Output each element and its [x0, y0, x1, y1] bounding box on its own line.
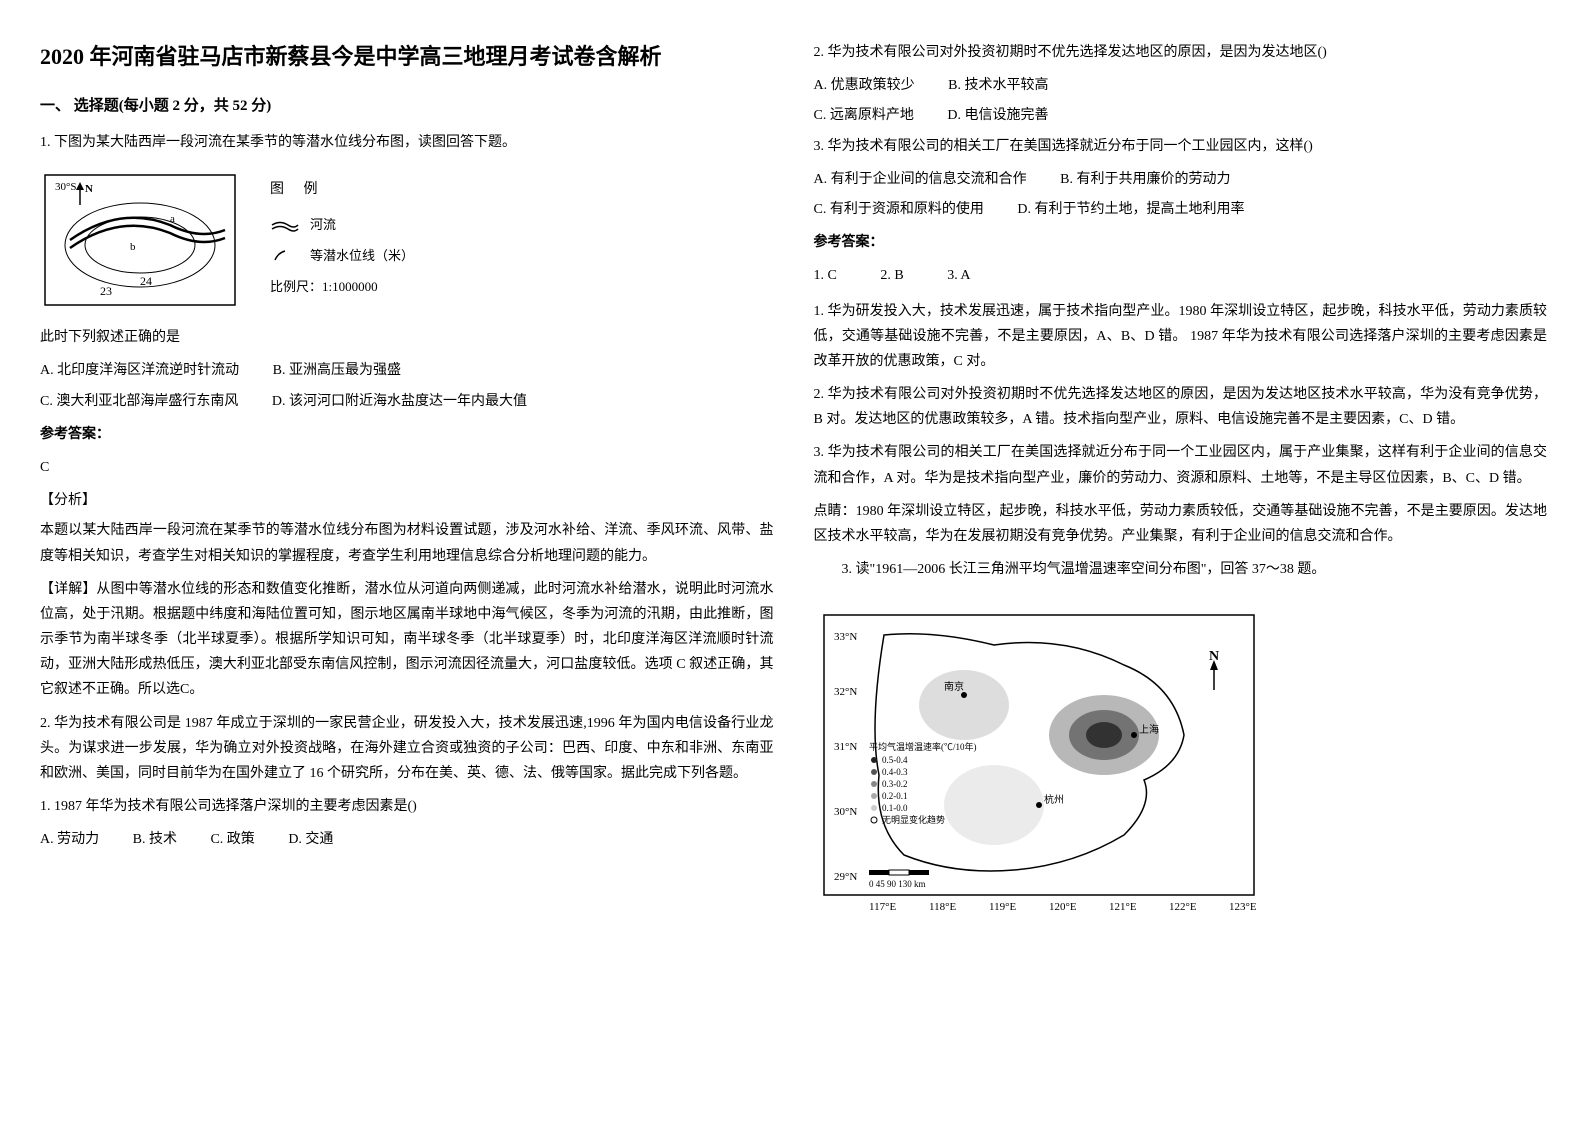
- q1-optB: B. 亚洲高压最为强盛: [273, 358, 401, 383]
- svg-text:上海: 上海: [1139, 723, 1159, 736]
- q1-answer: C: [40, 455, 774, 480]
- right-column: 2. 华为技术有限公司对外投资初期时不优先选择发达地区的原因，是因为发达地区()…: [814, 40, 1548, 940]
- q2-sub2-row1: A. 优惠政策较少 B. 技术水平较高: [814, 73, 1548, 98]
- q2-sub2-optB: B. 技术水平较高: [948, 73, 1048, 98]
- q1-options-row1: A. 北印度洋海区洋流逆时针流动 B. 亚洲高压最为强盛: [40, 358, 774, 383]
- q1-answer-header: 参考答案：: [40, 422, 774, 447]
- q2-sub1: 1. 1987 年华为技术有限公司选择落户深圳的主要考虑因素是(): [40, 794, 774, 819]
- q2-intro: 2. 华为技术有限公司是 1987 年成立于深圳的一家民营企业，研发投入大，技术…: [40, 711, 774, 787]
- q2-sub1-optC: C. 政策: [210, 827, 254, 852]
- q2-sub2-row2: C. 远离原料产地 D. 电信设施完善: [814, 103, 1548, 128]
- diagram-legend: 图 例 河流 等潜水位线（米） 比例尺：1:1000000: [270, 176, 414, 305]
- q1-optA: A. 北印度洋海区洋流逆时针流动: [40, 358, 239, 383]
- legend-river: 河流: [270, 212, 414, 238]
- section-header: 一、 选择题(每小题 2 分，共 52 分): [40, 93, 774, 120]
- q1-optD: D. 该河河口附近海水盐度达一年内最大值: [272, 389, 527, 414]
- legend-title: 图 例: [270, 176, 414, 204]
- q2-sub3-optC: C. 有利于资源和原料的使用: [814, 197, 984, 222]
- exam-title: 2020 年河南省驻马店市新蔡县今是中学高三地理月考试卷含解析: [40, 40, 774, 73]
- svg-text:31°N: 31°N: [834, 741, 857, 753]
- q2-sub3-optB: B. 有利于共用廉价的劳动力: [1060, 167, 1230, 192]
- svg-text:121°E: 121°E: [1109, 901, 1137, 913]
- svg-text:32°N: 32°N: [834, 686, 857, 698]
- legend-scale: 比例尺：1:1000000: [270, 274, 414, 300]
- q2-sub2-optC: C. 远离原料产地: [814, 103, 914, 128]
- q1-detail-p1: 【详解】从图中等潜水位线的形态和数值变化推断，潜水位从河道向两侧递减，此时河流水…: [40, 577, 774, 703]
- svg-text:0 45 90 130 km: 0 45 90 130 km: [869, 879, 926, 889]
- q2-sub2-optD: D. 电信设施完善: [947, 103, 1048, 128]
- left-column: 2020 年河南省驻马店市新蔡县今是中学高三地理月考试卷含解析 一、 选择题(每…: [40, 40, 774, 940]
- svg-text:23: 23: [100, 284, 112, 298]
- q2-sub1-optB: B. 技术: [133, 827, 177, 852]
- q1-figure: 30°S N a b 23 24 图 例 河流: [40, 170, 774, 310]
- svg-text:a: a: [170, 213, 175, 225]
- q1-optC: C. 澳大利亚北部海岸盛行东南风: [40, 389, 238, 414]
- svg-text:29°N: 29°N: [834, 871, 857, 883]
- q2-sub1-options: A. 劳动力 B. 技术 C. 政策 D. 交通: [40, 827, 774, 852]
- svg-text:30°N: 30°N: [834, 806, 857, 818]
- q1-intro: 1. 下图为某大陆西岸一段河流在某季节的等潜水位线分布图，读图回答下题。: [40, 130, 774, 155]
- q2-sub1-optA: A. 劳动力: [40, 827, 99, 852]
- svg-text:0.2-0.1: 0.2-0.1: [882, 791, 908, 801]
- svg-text:24: 24: [140, 274, 152, 288]
- svg-text:N: N: [85, 183, 93, 195]
- svg-text:0.4-0.3: 0.4-0.3: [882, 767, 908, 777]
- q2-sub3-row2: C. 有利于资源和原料的使用 D. 有利于节约土地，提高土地利用率: [814, 197, 1548, 222]
- q1-options-row2: C. 澳大利亚北部海岸盛行东南风 D. 该河河口附近海水盐度达一年内最大值: [40, 389, 774, 414]
- q2-exp2: 2. 华为技术有限公司对外投资初期时不优先选择发达地区的原因，是因为发达地区技术…: [814, 382, 1548, 432]
- svg-text:120°E: 120°E: [1049, 901, 1077, 913]
- q2-exp3: 3. 华为技术有限公司的相关工厂在美国选择就近分布于同一个工业园区内，属于产业集…: [814, 440, 1548, 490]
- svg-text:122°E: 122°E: [1169, 901, 1197, 913]
- svg-text:0.1-0.0: 0.1-0.0: [882, 803, 908, 813]
- q2-answer-header: 参考答案：: [814, 230, 1548, 255]
- q2-sub3-optA: A. 有利于企业间的信息交流和合作: [814, 167, 1027, 192]
- q2-ans3: 3. A: [947, 263, 970, 288]
- svg-text:无明显变化趋势: 无明显变化趋势: [882, 814, 945, 825]
- svg-text:30°S: 30°S: [55, 181, 77, 193]
- q1-stem: 此时下列叙述正确的是: [40, 325, 774, 350]
- q2-sub1-optD: D. 交通: [288, 827, 333, 852]
- q2-sub2: 2. 华为技术有限公司对外投资初期时不优先选择发达地区的原因，是因为发达地区(): [814, 40, 1548, 65]
- q2-sub3-optD: D. 有利于节约土地，提高土地利用率: [1017, 197, 1244, 222]
- q2-exp1: 1. 华为研发投入大，技术发展迅速，属于技术指向型产业。1980 年深圳设立特区…: [814, 299, 1548, 375]
- svg-text:33°N: 33°N: [834, 631, 857, 643]
- svg-text:0.5-0.4: 0.5-0.4: [882, 755, 908, 765]
- q2-ans2: 2. B: [880, 263, 903, 288]
- q1-analysis-p1: 本题以某大陆西岸一段河流在某季节的等潜水位线分布图为材料设置试题，涉及河水补给、…: [40, 518, 774, 568]
- svg-text:118°E: 118°E: [929, 901, 956, 913]
- svg-text:0.3-0.2: 0.3-0.2: [882, 779, 908, 789]
- exam-page: 2020 年河南省驻马店市新蔡县今是中学高三地理月考试卷含解析 一、 选择题(每…: [40, 40, 1547, 940]
- river-diagram: 30°S N a b 23 24: [40, 170, 240, 310]
- svg-text:南京: 南京: [944, 680, 964, 693]
- map-figure: 33°N 32°N 31°N 30°N 29°N 117°E 118°E 119…: [814, 605, 1264, 915]
- svg-text:117°E: 117°E: [869, 901, 896, 913]
- q1-analysis-label: 【分析】: [40, 488, 774, 513]
- svg-text:杭州: 杭州: [1044, 793, 1064, 806]
- q3-intro: 3. 读"1961—2006 长江三角洲平均气温增温速率空间分布图"，回答 37…: [814, 557, 1548, 582]
- legend-contour: 等潜水位线（米）: [270, 243, 414, 269]
- svg-text:b: b: [130, 241, 136, 253]
- svg-text:119°E: 119°E: [989, 901, 1016, 913]
- q2-tip: 点睛：1980 年深圳设立特区，起步晚，科技水平低，劳动力素质较低，交通等基础设…: [814, 499, 1548, 549]
- q2-ans1: 1. C: [814, 263, 837, 288]
- q2-sub3: 3. 华为技术有限公司的相关工厂在美国选择就近分布于同一个工业园区内，这样(): [814, 134, 1548, 159]
- svg-text:平均气温增温速率(℃/10年): 平均气温增温速率(℃/10年): [869, 741, 977, 752]
- svg-text:123°E: 123°E: [1229, 901, 1257, 913]
- q2-sub3-row1: A. 有利于企业间的信息交流和合作 B. 有利于共用廉价的劳动力: [814, 167, 1548, 192]
- q2-answers: 1. C 2. B 3. A: [814, 263, 1548, 288]
- q2-sub2-optA: A. 优惠政策较少: [814, 73, 915, 98]
